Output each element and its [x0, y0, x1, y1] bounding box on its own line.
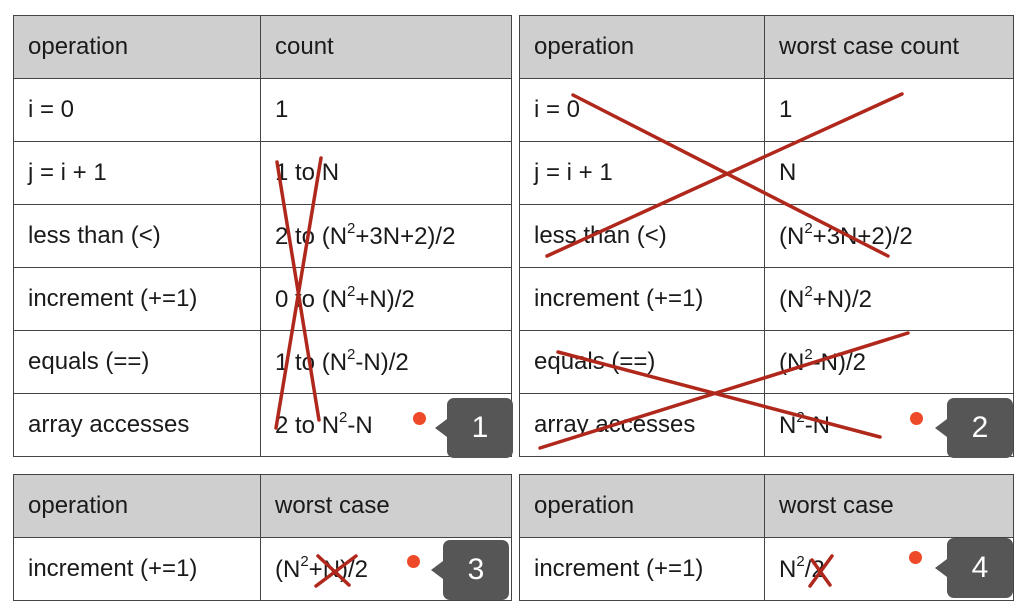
step-badge-2: 2 [935, 398, 1013, 458]
table-row: less than (<) 2 to (N2+3N+2)/2 [13, 204, 512, 268]
cell-count: N [764, 141, 1014, 205]
cell-operation: increment (+=1) [519, 267, 765, 331]
table-row: j = i + 1 1 to N [13, 141, 512, 205]
header-operation: operation [519, 15, 765, 79]
header-worst-case: worst case [764, 474, 1014, 538]
cell-operation: equals (==) [13, 330, 261, 394]
table-row: increment (+=1) (N2+N)/2 [519, 267, 1014, 331]
table-row: increment (+=1) 0 to (N2+N)/2 [13, 267, 512, 331]
table-worst-case-tilde: operation worst case increment (+=1) (N2… [13, 474, 512, 601]
cell-operation: increment (+=1) [13, 267, 261, 331]
cell-operation: less than (<) [13, 204, 261, 268]
table-header-row: operation worst case [13, 474, 512, 538]
cell-operation: j = i + 1 [519, 141, 765, 205]
table-count: operation count i = 0 1 j = i + 1 1 to N… [13, 15, 512, 457]
cell-operation: array accesses [13, 393, 261, 457]
step-badge-3: 3 [431, 540, 509, 600]
marker-dot [413, 412, 426, 425]
header-operation: operation [13, 15, 261, 79]
cell-count: 0 to (N2+N)/2 [260, 267, 512, 331]
cell-operation: increment (+=1) [519, 537, 765, 601]
table-row: i = 0 1 [519, 78, 1014, 142]
cell-operation: equals (==) [519, 330, 765, 394]
table-row: equals (==) (N2-N)/2 [519, 330, 1014, 394]
cell-operation: i = 0 [519, 78, 765, 142]
marker-dot [407, 555, 420, 568]
cell-operation: array accesses [519, 393, 765, 457]
cell-count: (N2-N)/2 [764, 330, 1014, 394]
table-row: j = i + 1 N [519, 141, 1014, 205]
table-row: less than (<) (N2+3N+2)/2 [519, 204, 1014, 268]
marker-dot [909, 551, 922, 564]
table-header-row: operation count [13, 15, 512, 79]
cell-operation: j = i + 1 [13, 141, 261, 205]
marker-dot [910, 412, 923, 425]
table-header-row: operation worst case count [519, 15, 1014, 79]
cell-count: 2 to (N2+3N+2)/2 [260, 204, 512, 268]
table-row: equals (==) 1 to (N2-N)/2 [13, 330, 512, 394]
cell-count: (N2+3N+2)/2 [764, 204, 1014, 268]
cell-count: 1 to (N2-N)/2 [260, 330, 512, 394]
table-worst-case-count: operation worst case count i = 0 1 j = i… [519, 15, 1014, 457]
cell-count: (N2+N)/2 [764, 267, 1014, 331]
table-header-row: operation worst case [519, 474, 1014, 538]
cell-operation: increment (+=1) [13, 537, 261, 601]
header-worst-case: worst case [260, 474, 512, 538]
header-operation: operation [519, 474, 765, 538]
step-badge-1: 1 [435, 398, 513, 458]
cell-count: 1 to N [260, 141, 512, 205]
table-worst-case-order: operation worst case increment (+=1) N2/… [519, 474, 1014, 601]
header-count: count [260, 15, 512, 79]
step-badge-4: 4 [935, 538, 1013, 598]
cell-operation: less than (<) [519, 204, 765, 268]
cell-operation: i = 0 [13, 78, 261, 142]
table-row: i = 0 1 [13, 78, 512, 142]
header-operation: operation [13, 474, 261, 538]
header-worst-case-count: worst case count [764, 15, 1014, 79]
cell-count: 1 [764, 78, 1014, 142]
cell-count: 1 [260, 78, 512, 142]
